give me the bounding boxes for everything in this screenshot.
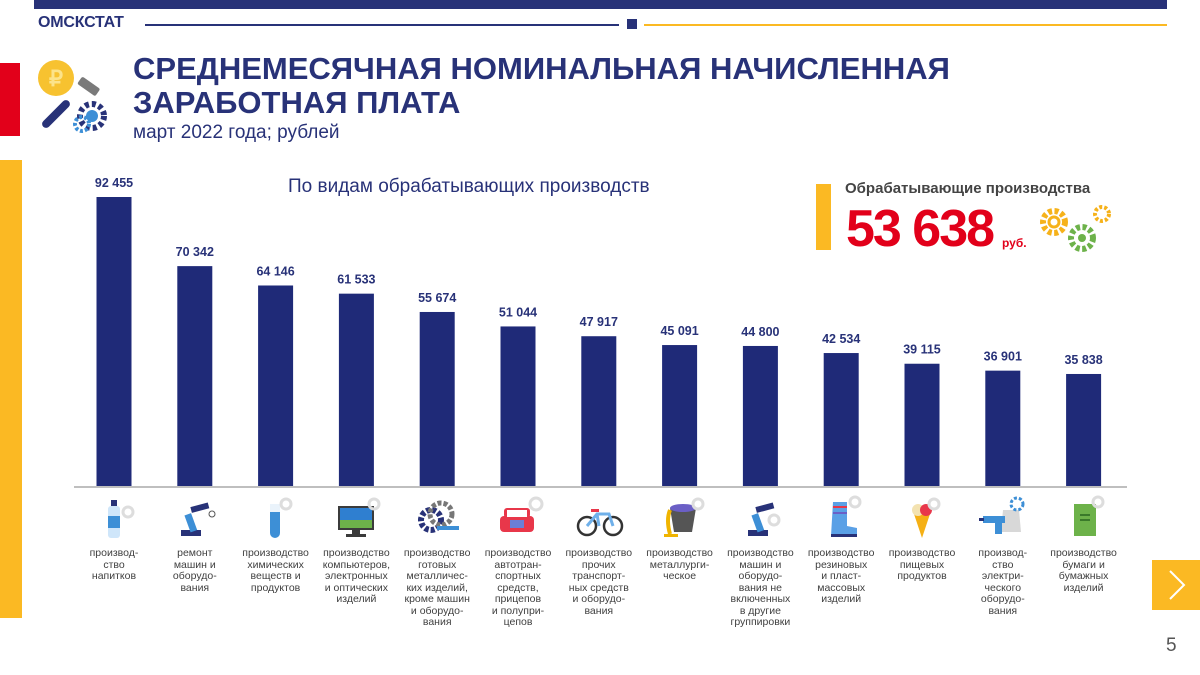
header-rule-blue	[145, 24, 619, 26]
bar-value-label: 47 917	[580, 315, 618, 329]
category-label: производство автотран-спортных средств, при…	[484, 547, 552, 628]
red-side-strip	[0, 63, 20, 136]
bar-10	[823, 353, 859, 486]
bar-12	[985, 370, 1021, 486]
category-label: производство резиновых и пласт-массовых изд…	[807, 547, 875, 605]
bar-value-label: 42 534	[822, 332, 860, 346]
ice-cream-icon	[892, 492, 952, 542]
bar-value-label: 39 115	[903, 343, 941, 357]
bar-9	[742, 345, 778, 486]
bar-6	[500, 326, 536, 486]
bar-value-label: 36 901	[984, 350, 1022, 364]
ruble-coin-hammer-gear-icon: ₽	[38, 60, 107, 133]
bar-3	[258, 285, 294, 486]
monitor-icon	[326, 492, 386, 542]
bar-value-label: 61 533	[337, 273, 375, 287]
category-label: производство прочих транспорт-ных средств и…	[565, 547, 633, 617]
page-number: 5	[1166, 635, 1177, 656]
top-accent-bar	[34, 0, 1167, 9]
page-title: СРЕДНЕМЕСЯЧНАЯ НОМИНАЛЬНАЯ НАЧИСЛЕННАЯ З…	[133, 51, 950, 120]
header-rule-yellow	[644, 24, 1167, 26]
metal-ladle-icon	[650, 492, 710, 542]
bar-value-label: 64 146	[256, 264, 294, 278]
svg-text:₽: ₽	[49, 66, 63, 91]
next-slide-button[interactable]	[1152, 560, 1200, 610]
notebook-icon	[1054, 492, 1114, 542]
bar-1	[96, 197, 132, 486]
category-label: производство бумаги и бумажных изделий	[1050, 547, 1117, 594]
drill-kettle-icon	[973, 492, 1033, 542]
bar-value-label: 70 342	[176, 245, 214, 259]
kpi-unit: руб.	[1002, 236, 1027, 250]
category-label: производство пищевых продуктов	[888, 547, 956, 582]
bar-value-label: 45 091	[660, 324, 698, 338]
bar-4	[338, 293, 374, 486]
kpi-label: Обрабатывающие производства	[845, 180, 1091, 197]
bar-value-label: 44 800	[741, 325, 779, 339]
chevron-right-icon	[1169, 570, 1186, 600]
category-label: производство готовых металличес-ких издели…	[403, 547, 471, 628]
header-rule-square	[627, 19, 637, 29]
bar-2	[177, 266, 213, 486]
car-icon	[488, 492, 548, 542]
chart-title: По видам обрабатывающих производств	[288, 176, 650, 197]
water-bottle-icon	[84, 492, 144, 542]
metal-gears-icon	[407, 492, 467, 542]
yellow-side-strip	[0, 160, 22, 618]
category-label: ремонт машин и оборудо-вания	[172, 547, 217, 594]
bar-value-label: 35 838	[1064, 353, 1102, 367]
bar-8	[662, 345, 698, 486]
bicycle-icon	[569, 492, 629, 542]
robot-arm-icon	[730, 492, 790, 542]
kpi-accent-bar	[816, 184, 831, 250]
category-label: производ-ство электри-ческого оборудо-вани…	[978, 547, 1028, 617]
rubber-boot-icon	[811, 492, 871, 542]
bar-value-label: 55 674	[418, 291, 456, 305]
org-name: ОМСКСТАТ	[38, 14, 124, 31]
category-label: производ-ство напитков	[89, 547, 139, 582]
page-subtitle: март 2022 года; рублей	[133, 122, 340, 143]
robot-arm-repair-icon	[165, 492, 225, 542]
test-tube-icon	[246, 492, 306, 542]
bar-value-label: 51 044	[499, 305, 537, 319]
bar-value-label: 92 455	[95, 176, 133, 190]
kpi-value: 53 638	[846, 200, 995, 258]
category-label: производство машин и оборудо-вания не включ…	[727, 547, 794, 628]
gears-icon	[1040, 205, 1111, 252]
bar-13	[1066, 373, 1102, 486]
bar-5	[419, 311, 455, 486]
bar-7	[581, 336, 617, 486]
category-label: производство металлурги-ческое	[646, 547, 713, 582]
bar-11	[904, 363, 940, 486]
category-label: производство химических веществ и продуктов	[242, 547, 309, 594]
category-label: производство компьютеров, электронных и опт…	[322, 547, 391, 605]
